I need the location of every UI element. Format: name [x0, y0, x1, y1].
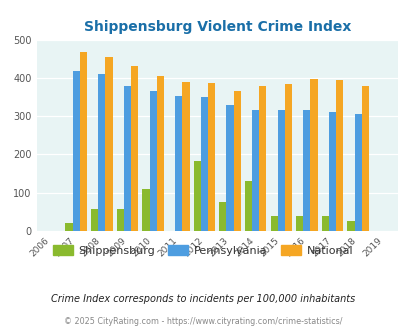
- Bar: [321, 216, 328, 231]
- Bar: [200, 97, 207, 231]
- Bar: [142, 189, 149, 231]
- Bar: [226, 105, 233, 231]
- Bar: [303, 111, 310, 231]
- Text: Crime Index corresponds to incidents per 100,000 inhabitants: Crime Index corresponds to incidents per…: [51, 294, 354, 304]
- Bar: [361, 86, 368, 231]
- Bar: [310, 79, 317, 231]
- Bar: [124, 85, 131, 231]
- Bar: [156, 76, 164, 231]
- Title: Shippensburg Violent Crime Index: Shippensburg Violent Crime Index: [83, 20, 350, 34]
- Bar: [335, 80, 343, 231]
- Bar: [259, 86, 266, 231]
- Bar: [80, 52, 87, 231]
- Bar: [252, 111, 259, 231]
- Bar: [207, 83, 215, 231]
- Bar: [347, 221, 354, 231]
- Bar: [244, 181, 252, 231]
- Text: © 2025 CityRating.com - https://www.cityrating.com/crime-statistics/: © 2025 CityRating.com - https://www.city…: [64, 317, 341, 326]
- Bar: [233, 91, 240, 231]
- Bar: [149, 91, 156, 231]
- Bar: [354, 114, 361, 231]
- Bar: [219, 202, 226, 231]
- Legend: Shippensburg, Pennsylvania, National: Shippensburg, Pennsylvania, National: [48, 241, 357, 260]
- Bar: [182, 82, 189, 231]
- Bar: [277, 111, 284, 231]
- Bar: [193, 161, 200, 231]
- Bar: [98, 75, 105, 231]
- Bar: [105, 57, 112, 231]
- Bar: [284, 84, 291, 231]
- Bar: [328, 112, 335, 231]
- Bar: [72, 71, 80, 231]
- Bar: [175, 96, 182, 231]
- Bar: [65, 223, 72, 231]
- Bar: [117, 209, 124, 231]
- Bar: [295, 216, 303, 231]
- Bar: [131, 66, 138, 231]
- Bar: [270, 216, 277, 231]
- Bar: [91, 209, 98, 231]
